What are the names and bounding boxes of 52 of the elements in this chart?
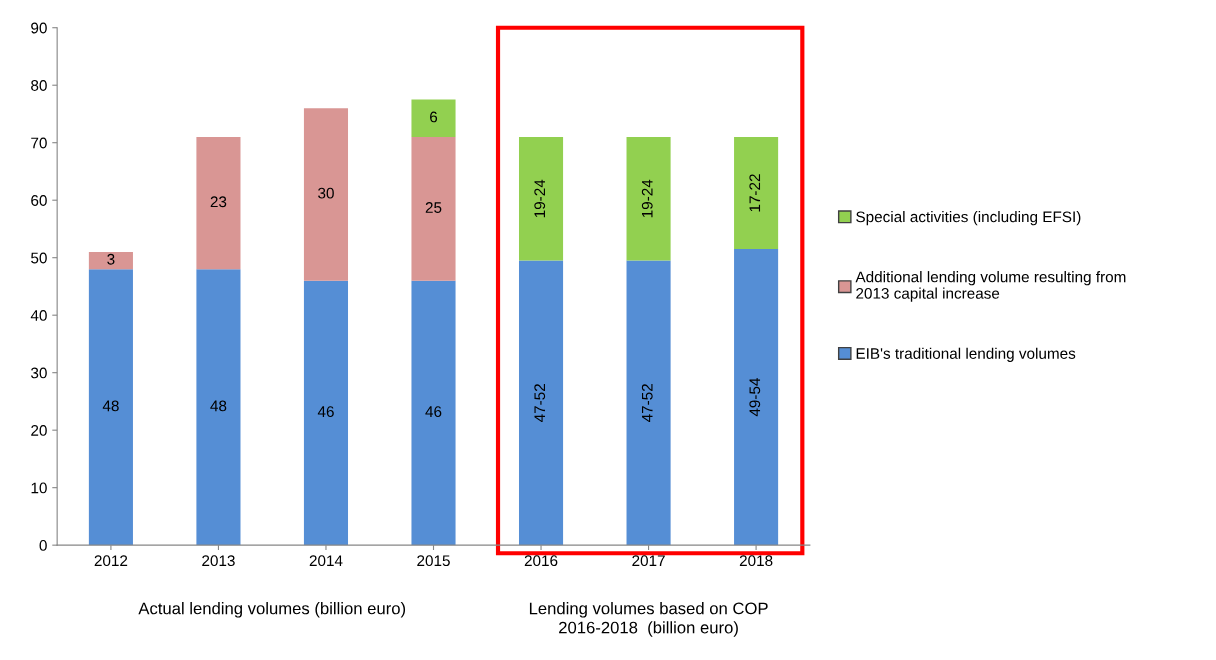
data-label: 6 [430, 111, 438, 123]
bar [411, 280, 456, 546]
bar [626, 260, 671, 546]
legend-label: EIB's traditional lending volumes [856, 347, 1076, 362]
x-tick-label: 2013 [202, 555, 235, 567]
bar [411, 136, 456, 281]
bar [626, 136, 671, 261]
text: Lending volumes based on COP 2016-2018 (billion euro) [529, 602, 768, 637]
bar [196, 136, 241, 270]
bar [88, 269, 133, 546]
data-label: 47-52 [641, 384, 653, 423]
y-tick-label: 50 [31, 252, 47, 264]
legend-label: Special activities (including EFSI) [856, 211, 1081, 226]
y-tick-label: 80 [31, 80, 47, 91]
data-label: 48 [210, 400, 227, 412]
text: Actual lending volumes (billion euro) [138, 602, 406, 618]
bar [196, 269, 241, 546]
data-label: 19-24 [534, 179, 546, 218]
x-tick-label: 2014 [309, 555, 343, 567]
bar [88, 251, 133, 270]
y-tick-label: 90 [31, 22, 47, 34]
data-label: 49-54 [749, 378, 761, 417]
data-label: 47-52 [534, 384, 546, 423]
bar [734, 136, 779, 250]
y-tick-label: 20 [31, 425, 47, 436]
data-label: 3 [107, 253, 115, 265]
x-tick-label: 2015 [417, 555, 450, 567]
data-label: 23 [210, 196, 227, 208]
bar [734, 249, 779, 546]
data-label: 19-24 [641, 179, 653, 218]
x-tick-label: 2017 [632, 555, 665, 567]
bar [303, 108, 349, 281]
bar [303, 280, 349, 546]
bar [518, 136, 564, 261]
y-tick-label: 70 [31, 137, 47, 149]
y-tick-label: 40 [30, 310, 47, 321]
y-tick-label: 0 [39, 540, 47, 551]
data-label: 30 [318, 187, 334, 199]
x-tick-label: 2018 [739, 555, 773, 567]
y-tick-label: 60 [31, 195, 47, 206]
legend-label: Additional lending volume resulting from 2013 capital increase [855, 271, 1126, 302]
bar [411, 99, 456, 137]
data-label: 46 [425, 406, 442, 418]
data-label: 17-22 [749, 174, 761, 212]
x-tick-label: 2012 [94, 555, 128, 567]
data-label: 25 [425, 202, 442, 213]
data-label: 48 [102, 400, 119, 412]
data-label: 46 [317, 406, 334, 418]
x-tick-label: 2016 [524, 555, 558, 567]
y-tick-label: 30 [31, 367, 47, 379]
bar [518, 260, 564, 546]
y-tick-label: 10 [31, 482, 47, 494]
